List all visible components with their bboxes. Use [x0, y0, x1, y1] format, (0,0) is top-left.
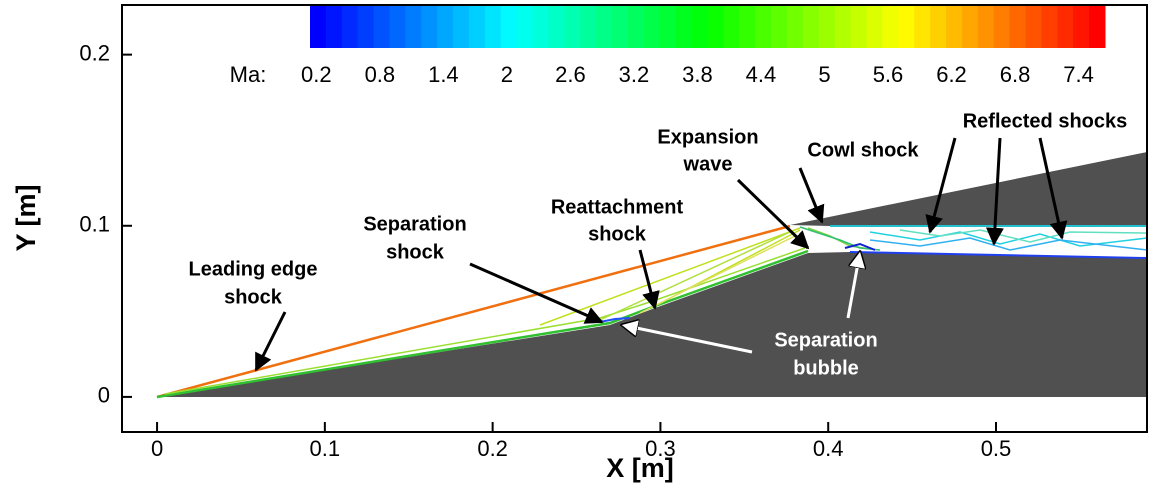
x-tick-label: 0.3	[645, 436, 676, 461]
colorbar-cell	[516, 6, 534, 48]
x-tick-label: 0.2	[477, 436, 508, 461]
colorbar-cell	[850, 6, 867, 48]
colorbar-tick-label: 6.8	[1000, 62, 1031, 87]
annotation: wave	[683, 153, 733, 175]
annotation: Reattachment	[551, 196, 684, 218]
colorbar-cell	[580, 6, 597, 48]
annotation: shock	[386, 241, 445, 263]
cowl	[790, 152, 1147, 226]
colorbar-tick-label: 5	[818, 62, 830, 87]
x-tick-label: 0.1	[310, 436, 341, 461]
colorbar-cell	[1041, 6, 1058, 48]
colorbar-cell	[310, 6, 327, 48]
x-axis-label: X [m]	[606, 453, 674, 483]
plot-frame	[121, 4, 1148, 433]
colorbar-cell	[1089, 6, 1106, 48]
colorbar-cell	[1057, 6, 1074, 48]
y-tick-label: 0	[98, 383, 110, 408]
colorbar-cell	[691, 6, 708, 48]
colorbar-tick-label: 2	[501, 62, 513, 87]
arrows	[254, 137, 1068, 372]
colorbar-tick-label: 1.4	[428, 62, 459, 87]
colorbar-cell	[898, 6, 915, 48]
y-axis-label: Y [m]	[11, 184, 41, 251]
colorbar-cell	[405, 6, 422, 48]
x-tick-label: 0	[151, 436, 163, 461]
colorbar-tick-label: 7.4	[1063, 62, 1094, 87]
colorbar-cell	[500, 6, 518, 48]
annotation: bubble	[793, 357, 859, 379]
colorbar-tick-label: 3.2	[619, 62, 650, 87]
colorbar-tick-label: 5.6	[873, 62, 904, 87]
colorbar-cell	[946, 6, 963, 48]
annotation: Separation	[774, 329, 877, 351]
colorbar-cell	[564, 6, 581, 48]
colorbar-cell	[787, 6, 804, 48]
colorbar-cell	[357, 6, 375, 48]
colorbar-cell	[373, 6, 390, 48]
colorbar-cell	[930, 6, 947, 48]
colorbar-cell	[1073, 6, 1090, 48]
x-tick-label: 0.4	[813, 436, 844, 461]
colorbar-cell	[421, 6, 438, 48]
colorbar-cell	[961, 6, 979, 48]
colorbar-cell	[643, 6, 661, 48]
colorbar-cell	[341, 6, 359, 48]
colorbar-cell	[993, 6, 1011, 48]
annotation: shock	[588, 223, 647, 245]
colorbar-cell	[723, 6, 740, 48]
y-tick-label: 0.1	[79, 212, 110, 237]
colorbar-cell	[771, 6, 788, 48]
annotation: Expansion	[657, 126, 758, 148]
colorbar-cell	[484, 6, 502, 48]
colorbar-label: Ma:	[230, 62, 267, 87]
colorbar-cell	[977, 6, 995, 48]
colorbar-cell	[802, 6, 820, 48]
colorbar-tick-label: 3.8	[682, 62, 713, 87]
colorbar-cell	[755, 6, 772, 48]
colorbar-cell	[882, 6, 899, 48]
colorbar-cell	[914, 6, 931, 48]
colorbar-tick-label: 2.6	[555, 62, 586, 87]
colorbar-cell	[1009, 6, 1026, 48]
colorbar-cell	[1025, 6, 1042, 48]
annotations: Leading edge shock Separation shock Reat…	[189, 110, 1128, 379]
colorbar-cell	[866, 6, 883, 48]
annotation: shock	[224, 286, 283, 308]
colorbar-tick-label: 6.2	[936, 62, 967, 87]
colorbar-tick-label: 4.4	[746, 62, 777, 87]
colorbar-cell	[739, 6, 756, 48]
annotation: Reflected shocks	[963, 110, 1128, 132]
colorbar-cell	[818, 6, 836, 48]
colorbar-cell	[596, 6, 613, 48]
colorbar-cell	[707, 6, 724, 48]
colorbar-cell	[532, 6, 549, 48]
colorbar-cell	[453, 6, 470, 48]
x-tick-label: 0.5	[981, 436, 1012, 461]
colorbar-cell	[675, 6, 693, 48]
annotation: Leading edge	[189, 258, 318, 280]
colorbar-cell	[612, 6, 629, 48]
colorbar-tick-label: 0.8	[365, 62, 396, 87]
annotation: Cowl shock	[807, 139, 919, 161]
colorbar-cell	[389, 6, 406, 48]
body	[157, 252, 1147, 397]
colorbar-cell	[469, 6, 486, 48]
colorbar-cell	[548, 6, 565, 48]
annotation: Separation	[363, 213, 466, 235]
colorbar-tick-label: 0.2	[301, 62, 332, 87]
y-tick-label: 0.2	[79, 40, 110, 65]
colorbar-cell	[659, 6, 677, 48]
colorbar-cell	[325, 6, 343, 48]
colorbar-cell	[437, 6, 454, 48]
colorbar-cell	[628, 6, 645, 48]
colorbar-cell	[834, 6, 852, 48]
flow-contours	[156, 224, 1148, 399]
